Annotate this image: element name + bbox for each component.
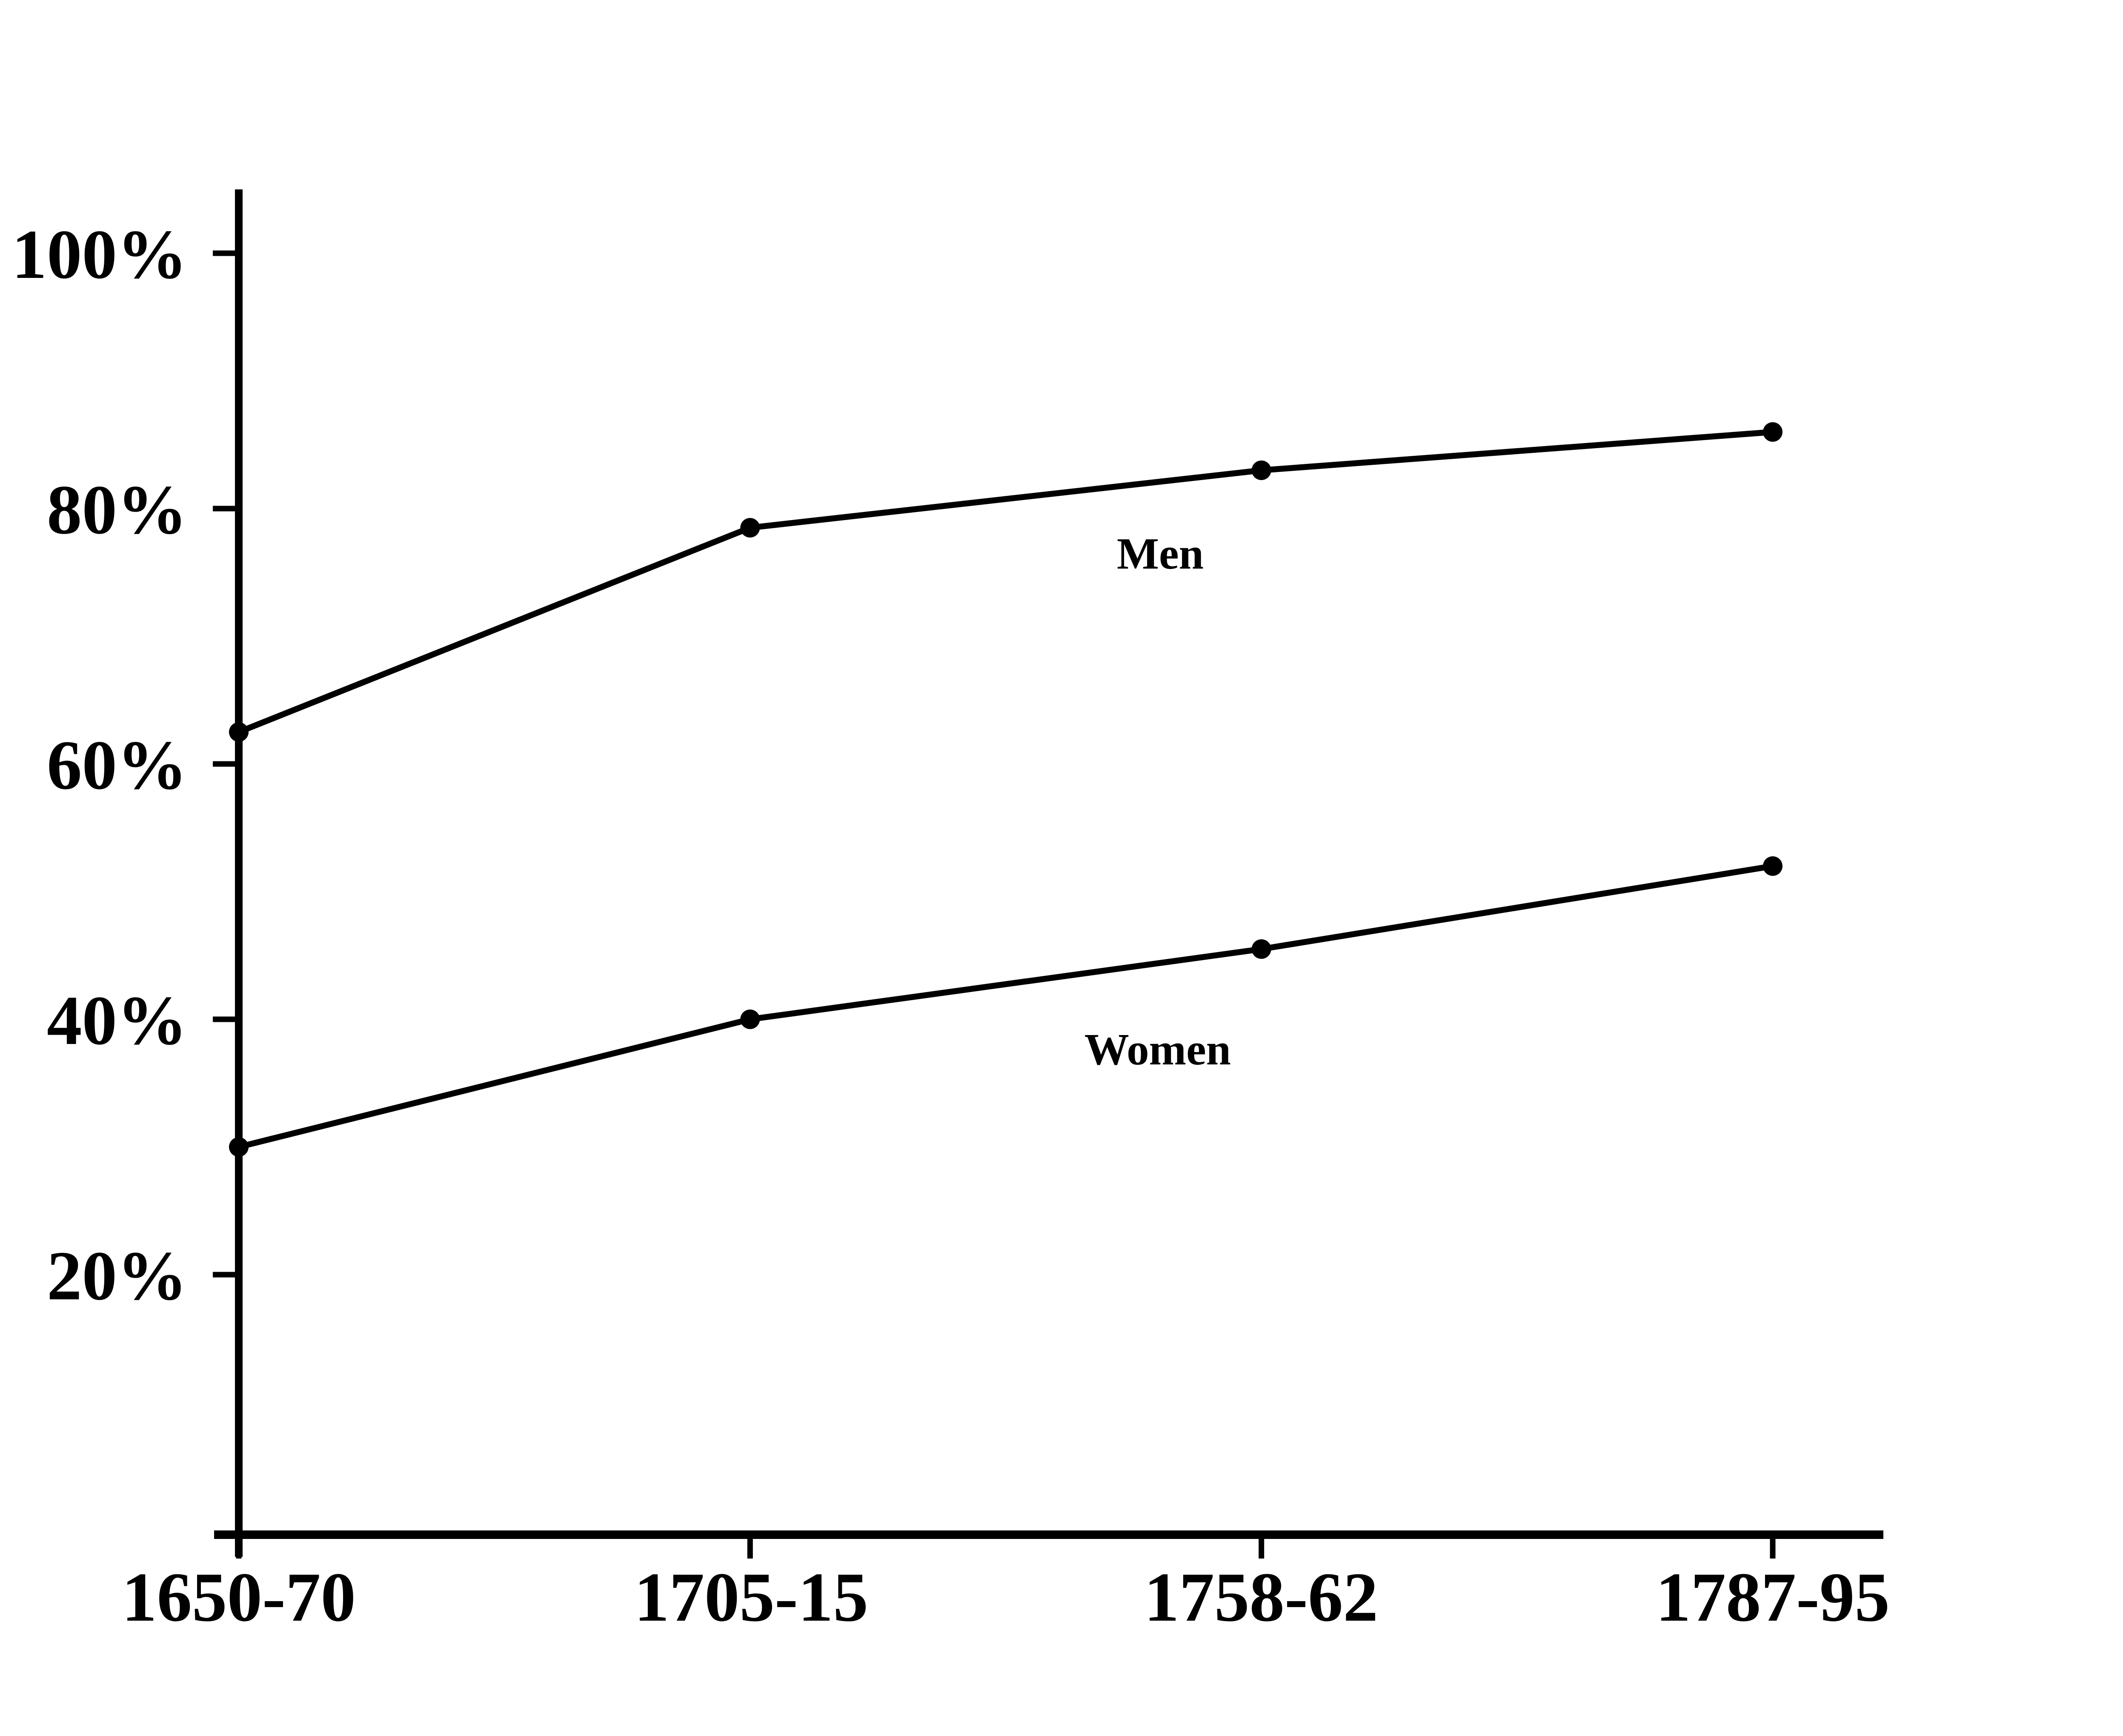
women-data-point xyxy=(1762,856,1783,876)
men-line xyxy=(236,429,1776,735)
women-data-point xyxy=(740,1010,760,1029)
men-data-point xyxy=(740,518,760,538)
y-axis-tick-label-60: 60% xyxy=(47,726,187,804)
women-data-point xyxy=(229,1137,249,1157)
x-axis-tick-label-1650-70: 1650-70 xyxy=(122,1558,356,1636)
x-axis-tick-label-1705-15: 1705-15 xyxy=(634,1558,868,1636)
y-axis-tick-label-20: 20% xyxy=(47,1237,187,1315)
y-axis-tick-label-40: 40% xyxy=(47,981,187,1059)
men-data-point xyxy=(1251,460,1271,480)
x-axis-tick-label-1787-95: 1787-95 xyxy=(1656,1558,1890,1636)
women-line xyxy=(236,863,1776,1150)
y-axis-tick-label-100: 100% xyxy=(11,215,188,293)
men-data-point xyxy=(1762,422,1783,442)
x-axis-tick-label-1758-62: 1758-62 xyxy=(1144,1558,1378,1636)
y-axis-tick-label-80: 80% xyxy=(47,471,187,549)
series-label-men: Men xyxy=(1116,529,1204,578)
women-data-point xyxy=(1251,939,1271,959)
men-data-point xyxy=(229,722,249,742)
series-label-women: Women xyxy=(1084,1024,1231,1074)
